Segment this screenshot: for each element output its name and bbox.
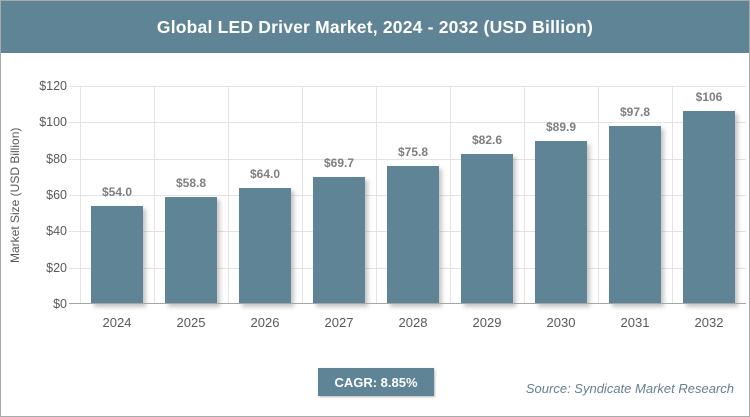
bar-2028 — [387, 166, 439, 304]
x-tick-label: 2024 — [102, 315, 132, 330]
x-tick-label: 2032 — [694, 315, 724, 330]
cagr-label: CAGR: 8.85% — [334, 374, 418, 390]
gridline-horizontal — [69, 122, 746, 124]
bar-value-label: $97.8 — [619, 105, 651, 119]
bar-2029 — [461, 154, 513, 304]
bar-2032 — [683, 111, 735, 304]
y-tick-label: $60 — [46, 188, 67, 202]
bar-2027 — [313, 177, 365, 304]
bar-2026 — [239, 188, 291, 304]
plot-area: $54.0 $58.8 $64.0 $69.7 $75.8 $82.6 $89.9 $97.8… — [69, 86, 746, 304]
x-tick-label: 2030 — [546, 315, 576, 330]
gridline-vertical — [672, 86, 673, 304]
cagr-badge: CAGR: 8.85% — [318, 368, 434, 396]
x-tick-label: 2029 — [472, 315, 502, 330]
bar-2024 — [91, 206, 143, 304]
bar-value-label: $89.9 — [545, 120, 577, 134]
bar-2030 — [535, 141, 587, 304]
gridline-vertical — [302, 86, 303, 304]
x-axis-line — [69, 303, 746, 304]
gridline-vertical — [80, 86, 81, 304]
gridline-horizontal — [69, 158, 746, 160]
source-attribution: Source: Syndicate Market Research — [525, 381, 734, 396]
gridline-vertical — [450, 86, 451, 304]
gridline-vertical — [228, 86, 229, 304]
gridline-vertical — [598, 86, 599, 304]
chart-title: Global LED Driver Market, 2024 - 2032 (U… — [156, 16, 594, 37]
x-tick-label: 2028 — [398, 315, 428, 330]
gridline-vertical — [154, 86, 155, 304]
bar-value-label: $64.0 — [249, 167, 281, 181]
x-tick-label: 2031 — [620, 315, 650, 330]
x-tick-label: 2025 — [176, 315, 206, 330]
bar-value-label: $75.8 — [397, 145, 429, 159]
bar-2025 — [165, 197, 217, 304]
x-axis-tick-labels: 2024 2025 2026 2027 2028 2029 2030 2031 2032 — [80, 315, 746, 333]
chart-title-bar: Global LED Driver Market, 2024 - 2032 (U… — [1, 1, 749, 53]
gridline-vertical — [524, 86, 525, 304]
gridline-vertical — [376, 86, 377, 304]
bar-value-label: $106 — [695, 90, 723, 104]
bar-value-label: $82.6 — [471, 133, 503, 147]
y-tick-label: $100 — [39, 115, 67, 130]
gridline-horizontal — [69, 86, 746, 87]
y-tick-label: $0 — [53, 297, 67, 311]
bar-value-label: $58.8 — [175, 176, 207, 190]
y-axis-tick-labels: $0 $20 $40 $60 $80 $100 $120 — [1, 79, 67, 311]
bar-value-label: $54.0 — [101, 185, 133, 199]
y-tick-label: $20 — [46, 260, 67, 275]
y-tick-label: $80 — [46, 151, 67, 166]
bar-2031 — [609, 126, 661, 304]
y-tick-label: $40 — [46, 224, 67, 239]
x-tick-label: 2026 — [250, 315, 280, 330]
x-tick-label: 2027 — [324, 315, 354, 330]
y-tick-label: $120 — [39, 79, 67, 93]
bar-value-label: $69.7 — [323, 156, 355, 170]
